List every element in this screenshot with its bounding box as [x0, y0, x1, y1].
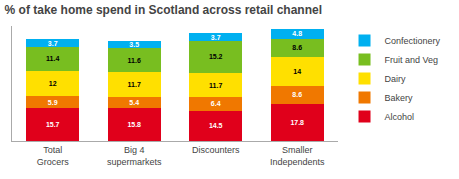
svg-text:8.6: 8.6 — [292, 44, 302, 51]
svg-text:15.7: 15.7 — [46, 121, 60, 128]
svg-text:11.4: 11.4 — [46, 55, 59, 62]
svg-text:4.8: 4.8 — [292, 30, 302, 37]
svg-text:11.7: 11.7 — [209, 82, 222, 89]
svg-text:% of take home spend in Scotla: % of take home spend in Scotland across … — [5, 3, 322, 17]
svg-text:Dairy: Dairy — [385, 74, 407, 84]
svg-text:3.5: 3.5 — [129, 41, 139, 48]
svg-text:17.8: 17.8 — [290, 119, 304, 126]
svg-text:15.8: 15.8 — [127, 121, 141, 128]
svg-text:Confectionery: Confectionery — [385, 36, 441, 46]
svg-text:8.6: 8.6 — [292, 91, 302, 98]
svg-text:5.4: 5.4 — [129, 99, 139, 106]
svg-text:12: 12 — [49, 80, 57, 87]
svg-text:TotalGrocers: TotalGrocers — [37, 145, 70, 167]
svg-text:15.2: 15.2 — [209, 53, 223, 60]
svg-text:Alcohol: Alcohol — [385, 112, 415, 122]
svg-text:Big 4supermarkets: Big 4supermarkets — [107, 145, 162, 167]
svg-text:3.7: 3.7 — [48, 40, 58, 47]
svg-text:14: 14 — [293, 68, 301, 75]
svg-text:11.6: 11.6 — [128, 57, 141, 64]
svg-text:Bakery: Bakery — [385, 93, 414, 103]
svg-text:14.5: 14.5 — [209, 122, 223, 129]
svg-text:Fruit and Veg: Fruit and Veg — [385, 55, 439, 65]
svg-text:3.7: 3.7 — [211, 34, 221, 41]
svg-text:6.4: 6.4 — [211, 100, 221, 107]
svg-text:Discounters: Discounters — [192, 145, 240, 155]
svg-text:SmallerIndependents: SmallerIndependents — [270, 145, 325, 167]
svg-text:11.7: 11.7 — [128, 81, 141, 88]
svg-text:5.9: 5.9 — [48, 99, 58, 106]
